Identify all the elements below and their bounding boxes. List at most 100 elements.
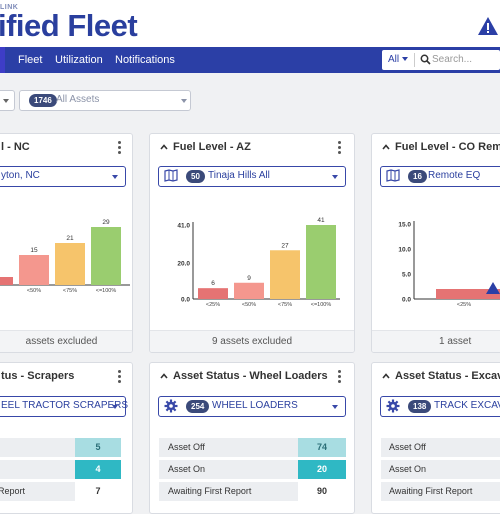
x-tick-label: <25% [457,302,471,308]
category-label: WHEEL LOADERS [212,400,298,411]
chevron-down-icon [181,99,187,103]
asset-count-badge: 138 [408,400,432,413]
data-label: 29 [102,219,110,226]
map-icon [164,169,178,182]
fuel-level-az-chart: 41.0 20.0 0.0 6 <25% 9 <50% 27 <75% 41 <=100% [177,217,340,308]
app-title: ified Fleet [0,8,138,43]
y-tick-label: 15.0 [398,222,411,229]
panel-title: Asset Status - Excava [382,370,500,382]
chevron-down-icon [402,57,409,62]
x-tick-label: <50% [242,302,256,308]
asset-filter-label: All Assets [56,94,100,105]
asset-count-badge: 50 [186,170,205,183]
bar [91,227,121,285]
kebab-menu-icon[interactable] [118,370,122,385]
y-tick-label: 20.0 [177,260,190,267]
kebab-menu-icon[interactable] [338,141,342,156]
data-label: 41 [317,217,325,224]
status-label: Asset On [389,464,427,474]
asset-filter-select[interactable]: 1746 All Assets [19,90,191,111]
data-label: 6 [211,280,215,287]
bar [0,277,13,285]
bar [270,250,300,299]
bar [436,289,492,299]
data-label: 9 [247,275,251,282]
top-header: LINK ified Fleet [0,0,500,47]
status-row: Awaiting First Report [381,482,500,501]
status-label: Awaiting First Report [389,486,473,496]
location-label: yton, NC [1,170,40,181]
search-icon [420,54,431,65]
status-value[interactable]: 7 [75,482,121,501]
panel-title-text: Asset Status - Excava [395,370,500,382]
search-input[interactable] [432,52,498,67]
status-row: Asset On [381,460,500,479]
bar [198,288,228,299]
kebab-menu-icon[interactable] [118,141,122,156]
location-select[interactable]: yton, NC [0,166,126,187]
chevron-down-icon [332,405,338,409]
excluded-footer: 1 asset excluded [372,330,500,352]
category-select[interactable]: 138 TRACK EXCAVAT [380,396,500,417]
data-label: 27 [281,242,289,249]
chevron-up-icon[interactable] [382,373,390,379]
kebab-menu-icon[interactable] [338,370,342,385]
category-select[interactable]: EEL TRACTOR SCRAPERS [0,396,128,417]
status-label: Asset On [168,464,206,474]
panel-title: Fuel Level - AZ [160,141,251,153]
bar [306,225,336,299]
y-tick-label: 0.0 [181,297,190,304]
y-tick-label: 41.0 [177,223,190,230]
panel-title-text: Fuel Level - CO Remo [395,141,500,153]
location-select[interactable]: 16 Remote EQ [380,166,500,187]
asset-count-badge: 254 [186,400,210,413]
warning-icon[interactable] [477,16,499,36]
bar [19,255,49,285]
divider [414,53,415,67]
bar [55,243,85,285]
x-tick-label: <75% [278,302,292,308]
search-scope-select[interactable]: All [388,50,409,70]
y-tick-label: 5.0 [402,272,411,279]
panel-title: tus - Scrapers [1,370,75,382]
location-label: Remote EQ [428,170,481,181]
status-label: Asset Off [389,442,426,452]
nav-item-notifications[interactable]: Notifications [115,54,175,66]
panel-title-text: Fuel Level - AZ [173,141,251,153]
status-label: Report [0,486,26,496]
panel-title: Fuel Level - CO Remo [382,141,500,153]
x-tick-label: <75% [63,288,77,294]
panel-title: Asset Status - Wheel Loaders [160,370,328,382]
status-value[interactable]: 4 [75,460,121,479]
location-select[interactable]: 50 Tinaja Hills All [158,166,346,187]
x-tick-label: <25% [206,302,220,308]
chevron-up-icon[interactable] [382,144,390,150]
status-row: Asset Off [381,438,500,457]
status-value[interactable]: 90 [298,482,346,501]
asset-count-badge: 1746 [29,94,57,107]
status-value[interactable]: 5 [75,438,121,457]
status-value[interactable]: 20 [298,460,346,479]
nav-item-utilization[interactable]: Utilization [55,54,103,66]
x-tick-label: <=100% [311,302,332,308]
search-scope-label: All [388,54,400,65]
chevron-up-icon[interactable] [160,144,168,150]
nav-item-fleet[interactable]: Fleet [18,54,43,66]
status-value[interactable]: 74 [298,438,346,457]
search-box: All [382,50,500,70]
chevron-up-icon[interactable] [160,373,168,379]
excluded-footer: assets excluded [0,330,132,352]
chevron-down-icon [112,175,118,179]
status-label: Asset Off [168,442,205,452]
category-select[interactable]: 254 WHEEL LOADERS [158,396,346,417]
filter-select[interactable] [0,90,15,111]
status-label: Awaiting First Report [168,486,252,496]
gear-icon [164,399,178,413]
chevron-down-icon [332,175,338,179]
panel-title: l - NC [1,141,30,153]
category-label: TRACK EXCAVAT [434,400,500,411]
chevron-down-icon [3,99,9,103]
map-icon [386,169,400,182]
warning-icon [486,282,500,294]
data-label: 21 [66,235,74,242]
